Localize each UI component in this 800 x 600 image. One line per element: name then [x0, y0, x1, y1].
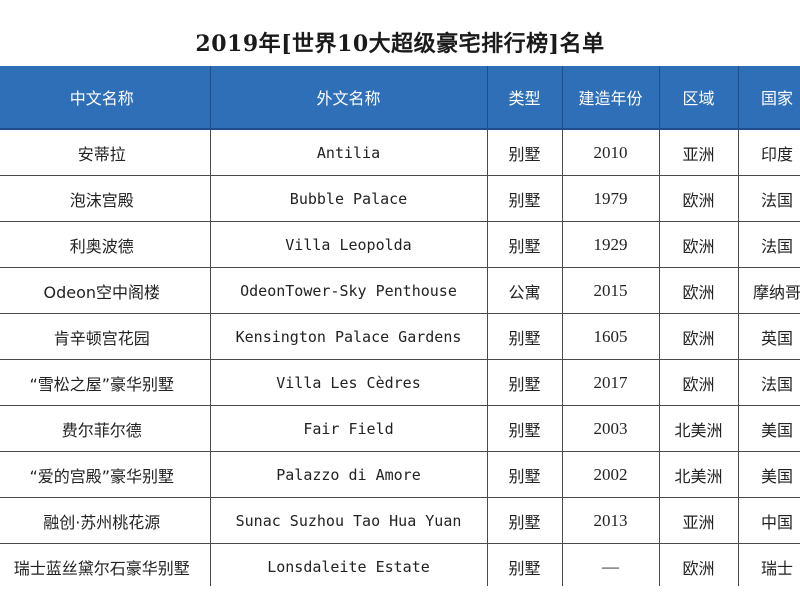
cell-build-year: 1605	[562, 313, 660, 360]
table-row: 利奥波德 Villa Leopolda 别墅 1929 欧洲 法国	[0, 221, 800, 268]
cell-build-year: 2002	[562, 451, 660, 498]
cell-foreign-name: Kensington Palace Gardens	[210, 313, 488, 360]
cell-region: 欧洲	[659, 313, 739, 360]
cell-foreign-name: Bubble Palace	[210, 175, 488, 222]
cell-region: 欧洲	[659, 221, 739, 268]
table-row: 肯辛顿宫花园 Kensington Palace Gardens 别墅 1605…	[0, 313, 800, 360]
cell-country: 印度	[738, 129, 800, 176]
ranking-table-container: 中文名称 外文名称 类型 建造年份 区域 国家 安蒂拉 Antilia 别墅 2…	[0, 66, 800, 586]
cell-foreign-name: Villa Leopolda	[210, 221, 488, 268]
cell-country: 美国	[738, 405, 800, 452]
cell-region: 北美洲	[659, 405, 739, 452]
cell-chinese-name: Odeon空中阁楼	[0, 267, 211, 314]
cell-foreign-name: Sunac Suzhou Tao Hua Yuan	[210, 497, 488, 544]
cell-region: 北美洲	[659, 451, 739, 498]
table-row: “爱的宫殿”豪华别墅 Palazzo di Amore 别墅 2002 北美洲 …	[0, 451, 800, 498]
cell-foreign-name: OdeonTower-Sky Penthouse	[210, 267, 488, 314]
cell-type: 别墅	[487, 129, 563, 176]
header-region: 区域	[659, 66, 739, 130]
header-country: 国家	[738, 66, 800, 130]
cell-region: 欧洲	[659, 543, 739, 586]
table-header-row: 中文名称 外文名称 类型 建造年份 区域 国家	[0, 66, 800, 130]
cell-chinese-name: 安蒂拉	[0, 129, 211, 176]
table-body: 安蒂拉 Antilia 别墅 2010 亚洲 印度 泡沫宫殿 Bubble Pa…	[0, 129, 800, 586]
cell-region: 亚洲	[659, 129, 739, 176]
table-row: Odeon空中阁楼 OdeonTower-Sky Penthouse 公寓 20…	[0, 267, 800, 314]
cell-build-year: 1979	[562, 175, 660, 222]
cell-build-year: 2015	[562, 267, 660, 314]
header-build-year: 建造年份	[562, 66, 660, 130]
header-type: 类型	[487, 66, 563, 130]
cell-country: 摩纳哥	[738, 267, 800, 314]
cell-build-year: 2003	[562, 405, 660, 452]
cell-country: 法国	[738, 359, 800, 406]
table-row: 费尔菲尔德 Fair Field 别墅 2003 北美洲 美国	[0, 405, 800, 452]
table-row: 安蒂拉 Antilia 别墅 2010 亚洲 印度	[0, 129, 800, 176]
header-chinese-name: 中文名称	[0, 66, 211, 130]
cell-foreign-name: Palazzo di Amore	[210, 451, 488, 498]
cell-country: 法国	[738, 175, 800, 222]
cell-chinese-name: 泡沫宫殿	[0, 175, 211, 222]
table-row: “雪松之屋”豪华别墅 Villa Les Cèdres 别墅 2017 欧洲 法…	[0, 359, 800, 406]
cell-region: 欧洲	[659, 267, 739, 314]
table-row: 融创·苏州桃花源 Sunac Suzhou Tao Hua Yuan 别墅 20…	[0, 497, 800, 544]
cell-type: 别墅	[487, 359, 563, 406]
header-foreign-name: 外文名称	[210, 66, 488, 130]
cell-region: 亚洲	[659, 497, 739, 544]
cell-build-year: 2013	[562, 497, 660, 544]
cell-country: 中国	[738, 497, 800, 544]
cell-foreign-name: Villa Les Cèdres	[210, 359, 488, 406]
cell-build-year: 2010	[562, 129, 660, 176]
cell-build-year: 1929	[562, 221, 660, 268]
ranking-table: 中文名称 外文名称 类型 建造年份 区域 国家 安蒂拉 Antilia 别墅 2…	[0, 66, 800, 586]
cell-chinese-name: 瑞士蓝丝黛尔石豪华别墅	[0, 543, 211, 586]
cell-build-year: 2017	[562, 359, 660, 406]
page-title: 2019年[世界10大超级豪宅排行榜]名单	[195, 31, 605, 57]
cell-chinese-name: 肯辛顿宫花园	[0, 313, 211, 360]
cell-country: 瑞士	[738, 543, 800, 586]
cell-chinese-name: “雪松之屋”豪华别墅	[0, 359, 211, 406]
cell-region: 欧洲	[659, 175, 739, 222]
cell-type: 别墅	[487, 221, 563, 268]
cell-country: 英国	[738, 313, 800, 360]
cell-type: 别墅	[487, 543, 563, 586]
cell-build-year: —	[562, 543, 660, 586]
table-row: 泡沫宫殿 Bubble Palace 别墅 1979 欧洲 法国	[0, 175, 800, 222]
cell-type: 公寓	[487, 267, 563, 314]
cell-type: 别墅	[487, 313, 563, 360]
cell-country: 美国	[738, 451, 800, 498]
cell-foreign-name: Lonsdaleite Estate	[210, 543, 488, 586]
cell-chinese-name: 融创·苏州桃花源	[0, 497, 211, 544]
table-row: 瑞士蓝丝黛尔石豪华别墅 Lonsdaleite Estate 别墅 — 欧洲 瑞…	[0, 543, 800, 586]
cell-type: 别墅	[487, 451, 563, 498]
cell-chinese-name: “爱的宫殿”豪华别墅	[0, 451, 211, 498]
cell-type: 别墅	[487, 497, 563, 544]
cell-type: 别墅	[487, 175, 563, 222]
cell-country: 法国	[738, 221, 800, 268]
cell-type: 别墅	[487, 405, 563, 452]
cell-chinese-name: 利奥波德	[0, 221, 211, 268]
cell-foreign-name: Fair Field	[210, 405, 488, 452]
cell-region: 欧洲	[659, 359, 739, 406]
cell-foreign-name: Antilia	[210, 129, 488, 176]
cell-chinese-name: 费尔菲尔德	[0, 405, 211, 452]
